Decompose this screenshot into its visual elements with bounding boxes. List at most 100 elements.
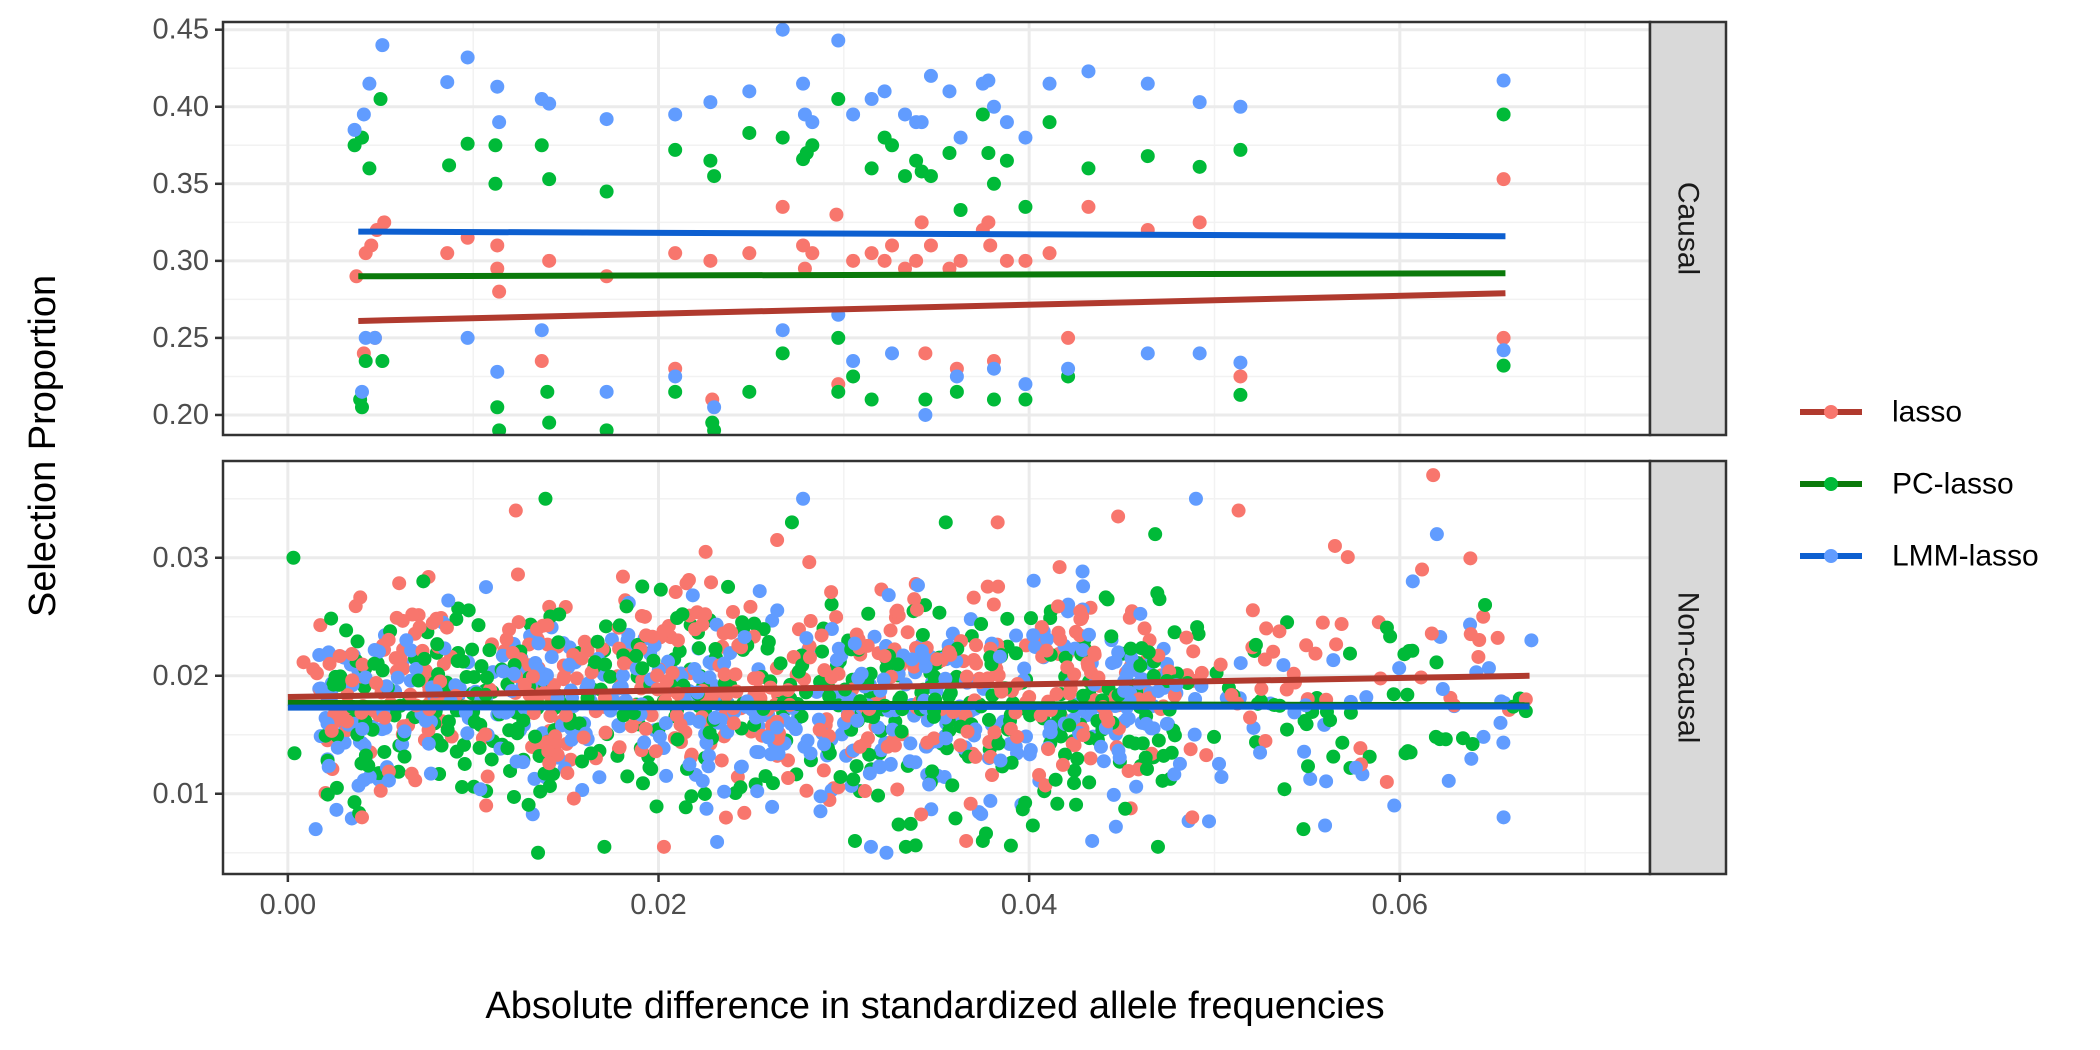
point-lmm-lasso (460, 330, 475, 345)
point-lmm-lasso (692, 714, 707, 729)
point-lmm-lasso (1075, 643, 1090, 658)
point-pc-lasso (1148, 527, 1163, 542)
point-lasso (864, 246, 879, 261)
point-lasso (969, 638, 984, 653)
point-lmm-lasso (1233, 355, 1248, 370)
point-lasso (364, 238, 379, 253)
point-pc-lasso (925, 764, 940, 779)
point-lmm-lasso (1348, 760, 1363, 775)
point-lmm-lasso (1159, 716, 1174, 731)
point-pc-lasso (347, 795, 362, 810)
point-pc-lasso (451, 601, 466, 616)
point-lmm-lasso (824, 622, 839, 637)
point-lmm-lasso (850, 713, 865, 728)
point-lasso (726, 716, 741, 731)
point-lmm-lasso (1139, 716, 1154, 731)
point-lasso (576, 730, 591, 745)
point-lasso (1038, 778, 1053, 793)
point-lasso (546, 678, 561, 693)
point-lasso (530, 622, 545, 637)
point-lasso (1259, 621, 1274, 636)
points-layer (347, 22, 1511, 435)
point-pc-lasso (1133, 658, 1148, 673)
point-pc-lasso (416, 574, 431, 589)
point-pc-lasso (440, 722, 455, 737)
point-lasso (1186, 644, 1201, 659)
point-pc-lasso (375, 354, 390, 369)
point-lasso (714, 753, 729, 768)
point-lmm-lasso (575, 782, 590, 797)
point-lmm-lasso (914, 115, 929, 130)
point-pc-lasso (1478, 597, 1493, 612)
point-lmm-lasso (992, 649, 1007, 664)
point-lasso (984, 768, 999, 783)
point-lmm-lasso (993, 753, 1008, 768)
point-lasso (1076, 728, 1091, 743)
point-lmm-lasso (375, 38, 390, 53)
point-pc-lasso (358, 354, 373, 369)
point-pc-lasso (1140, 149, 1155, 164)
point-lmm-lasso (668, 369, 683, 384)
point-lmm-lasso (1108, 654, 1123, 669)
point-pc-lasso (981, 712, 996, 727)
point-lasso (812, 722, 827, 737)
point-pc-lasso (455, 780, 470, 795)
point-lmm-lasso (1276, 658, 1291, 673)
point-lmm-lasso (312, 648, 327, 663)
point-lasso (395, 613, 410, 628)
point-lasso (1062, 686, 1077, 701)
point-lmm-lasso (1496, 810, 1511, 825)
point-pc-lasso (521, 797, 536, 812)
point-pc-lasso (824, 597, 839, 612)
point-pc-lasso (1018, 795, 1033, 810)
point-pc-lasso (861, 606, 876, 621)
point-lmm-lasso (897, 107, 912, 122)
point-lmm-lasso (1081, 64, 1096, 79)
point-lmm-lasso (490, 364, 505, 379)
point-pc-lasso (644, 762, 659, 777)
point-pc-lasso (942, 145, 957, 160)
point-pc-lasso (599, 423, 614, 435)
point-lasso (969, 656, 984, 671)
point-lmm-lasso (562, 657, 577, 672)
point-pc-lasso (923, 169, 938, 184)
point-lasso (1254, 681, 1269, 696)
point-pc-lasso (849, 759, 864, 774)
point-lmm-lasso (615, 668, 630, 683)
point-pc-lasso (1003, 838, 1018, 853)
point-lasso (541, 744, 556, 759)
point-lmm-lasso (1496, 73, 1511, 88)
point-lasso (1245, 603, 1260, 618)
point-lasso (408, 773, 423, 788)
point-lasso (900, 625, 915, 640)
x-tick-label: 0.06 (1372, 889, 1428, 921)
point-pc-lasso (898, 839, 913, 854)
point-lmm-lasso (441, 593, 456, 608)
point-pc-lasso (551, 635, 566, 650)
point-lmm-lasso (542, 96, 557, 111)
point-pc-lasso (893, 690, 908, 705)
point-lasso (1083, 751, 1098, 766)
point-lmm-lasso (938, 731, 953, 746)
point-pc-lasso (488, 176, 503, 191)
point-lmm-lasso (1028, 639, 1043, 654)
point-lmm-lasso (986, 99, 1001, 114)
point-pc-lasso (932, 605, 947, 620)
point-pc-lasso (1069, 797, 1084, 812)
point-lmm-lasso (534, 323, 549, 338)
point-pc-lasso (831, 92, 846, 107)
point-pc-lasso (707, 169, 722, 184)
point-lmm-lasso (799, 631, 814, 646)
point-lmm-lasso (876, 672, 891, 687)
point-pc-lasso (708, 641, 723, 656)
point-lmm-lasso (981, 73, 996, 88)
point-lmm-lasso (805, 115, 820, 130)
point-lmm-lasso (1119, 668, 1134, 683)
point-lasso (883, 623, 898, 638)
point-pc-lasso (339, 623, 354, 638)
point-pc-lasso (909, 153, 924, 168)
point-pc-lasso (756, 622, 771, 637)
point-lasso (566, 791, 581, 806)
point-lmm-lasso (1297, 744, 1312, 759)
point-lmm-lasso (775, 323, 790, 338)
